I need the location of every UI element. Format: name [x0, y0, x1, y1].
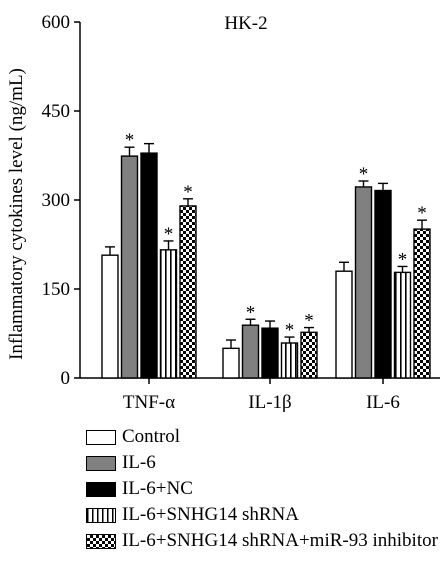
y-tick-label: 600: [42, 12, 71, 33]
bar: [179, 205, 197, 379]
legend-item: IL-6+SNHG14 shRNA: [84, 503, 439, 529]
legend-item: IL-6+NC: [84, 477, 439, 503]
legend-swatch: [86, 534, 116, 549]
legend-swatch: [86, 430, 116, 445]
bar: [300, 331, 318, 379]
significance-marker: *: [417, 203, 427, 224]
legend-label: IL-6+NC: [122, 478, 193, 499]
bar: [335, 270, 353, 379]
significance-marker: *: [359, 164, 369, 185]
legend-label: IL-6+SNHG14 shRNA: [122, 504, 299, 525]
x-tick-label: IL-1β: [248, 392, 291, 413]
legend-item: Control: [84, 425, 439, 451]
significance-marker: *: [125, 130, 135, 151]
significance-marker: *: [183, 182, 193, 203]
bar: [159, 249, 178, 379]
bar: [261, 327, 279, 379]
legend-label: IL-6: [122, 452, 156, 473]
bar: [222, 347, 240, 379]
x-tick-label: IL-6: [366, 392, 400, 413]
y-tick-label: 300: [42, 190, 71, 211]
legend-label: Control: [122, 426, 181, 447]
legend-item: IL-6: [84, 451, 439, 477]
y-tick-label: 450: [42, 101, 71, 122]
bars: * * * * * * * * *: [101, 130, 431, 379]
significance-marker: *: [398, 249, 408, 270]
x-tick-label: TNF-α: [123, 392, 175, 413]
y-tick-label: 0: [61, 368, 71, 389]
legend-swatch: [86, 508, 116, 523]
bar: [393, 271, 412, 379]
bar: [120, 155, 139, 379]
legend-swatch: [86, 456, 116, 471]
significance-marker: *: [246, 302, 256, 323]
chart-title: HK-2: [224, 13, 267, 34]
y-tick-label: 150: [42, 279, 71, 300]
bar: [354, 186, 373, 379]
bar: [374, 189, 392, 379]
tick-labels: 0 150 300 450 600 TNF-α IL-1β IL-6: [42, 12, 400, 413]
bar: [241, 324, 260, 379]
legend: Control IL-6 IL-6+NC IL-6+SNHG14 shRNA IL-6+…: [84, 425, 439, 555]
significance-marker: *: [164, 224, 174, 245]
legend-label: IL-6+SNHG14 shRNA+miR-93 inhibitor: [122, 530, 438, 551]
bar: [101, 254, 119, 379]
significance-marker: *: [304, 311, 314, 332]
y-axis-label: Inflammatory cytokines level (ng/mL): [6, 68, 27, 360]
significance-marker: *: [285, 320, 295, 341]
bar: [140, 152, 158, 379]
bar: [280, 342, 299, 379]
legend-swatch: [86, 482, 116, 497]
bar: [413, 228, 431, 379]
legend-item: IL-6+SNHG14 shRNA+miR-93 inhibitor: [84, 529, 439, 555]
bar-chart: HK-2 Inflammatory cytokines level (ng/mL…: [6, 12, 440, 413]
